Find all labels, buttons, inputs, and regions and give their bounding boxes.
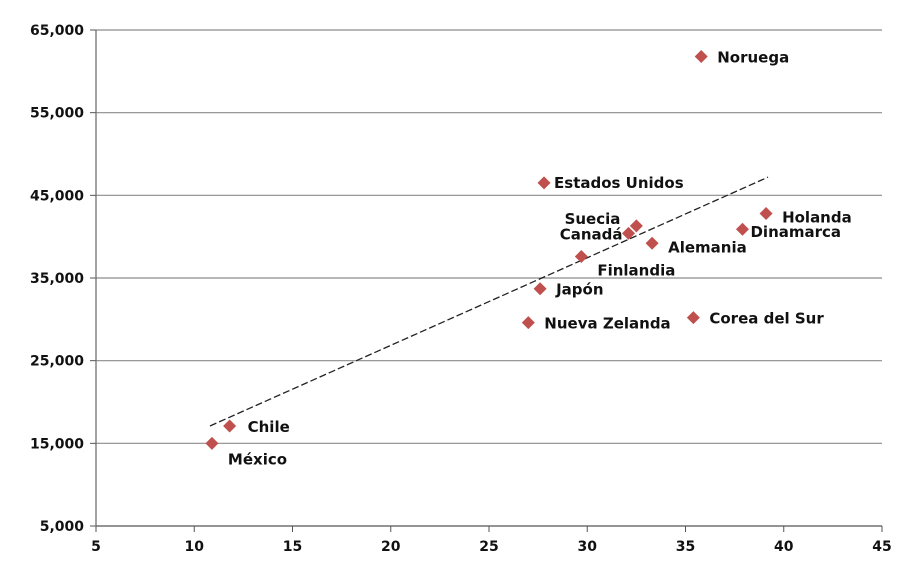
y-tick-label: 5,000 — [40, 519, 85, 535]
point-finlandia — [574, 250, 588, 264]
point-label-suecia: Suecia — [565, 210, 621, 228]
point-holanda — [759, 207, 773, 221]
x-tick-label: 35 — [676, 539, 695, 555]
point-label-canada: Canadá — [560, 225, 623, 243]
y-tick-label: 55,000 — [30, 106, 84, 122]
x-tick-label: 45 — [872, 539, 891, 555]
point-suecia — [629, 219, 643, 233]
y-tick-label: 45,000 — [30, 188, 84, 204]
y-tick-labels: 5,000 15,000 25,000 35,000 45,000 55,000 65,00… — [30, 23, 84, 535]
point-japon — [533, 282, 547, 296]
trendline — [209, 176, 769, 427]
x-tick-label: 15 — [283, 539, 302, 555]
point-label-japon: Japón — [555, 281, 603, 299]
x-tick-label: 20 — [381, 539, 401, 555]
point-label-alemania: Alemania — [668, 238, 747, 256]
x-tick-label: 30 — [578, 539, 598, 555]
axes — [90, 29, 883, 532]
point-dinamarca — [735, 222, 749, 236]
trendline-layer — [209, 176, 769, 427]
point-label-corea-del-sur: Corea del Sur — [709, 310, 824, 328]
point-alemania — [645, 236, 659, 250]
point-label-finlandia: Finlandia — [597, 262, 675, 280]
point-label-dinamarca: Dinamarca — [750, 223, 841, 241]
y-tick-label: 25,000 — [30, 354, 84, 370]
point-label-noruega: Noruega — [717, 48, 789, 66]
point-corea-del-sur — [686, 311, 700, 325]
point-label-chile: Chile — [248, 418, 290, 436]
point-noruega — [694, 49, 708, 63]
point-label-estados-unidos: Estados Unidos — [554, 174, 684, 192]
point-label-nueva-zelanda: Nueva Zelanda — [544, 315, 670, 333]
x-tick-label: 40 — [774, 539, 794, 555]
data-points — [205, 49, 773, 450]
point-mexico — [205, 436, 219, 450]
x-tick-label: 10 — [185, 539, 205, 555]
point-chile — [223, 419, 237, 433]
point-estados-unidos — [537, 176, 551, 190]
y-tick-label: 35,000 — [30, 271, 84, 287]
gridlines — [96, 29, 882, 527]
point-labels: Noruega Estados Unidos Holanda SueciaCanadá… — [228, 48, 852, 468]
point-canada — [622, 226, 636, 240]
point-label-mexico: México — [228, 450, 287, 468]
y-tick-label: 65,000 — [30, 23, 84, 39]
x-tick-label: 5 — [91, 539, 101, 555]
x-tick-labels: 5 10 15 20 25 30 35 40 45 — [91, 539, 892, 555]
point-label-holanda: Holanda — [782, 209, 852, 227]
y-tick-label: 15,000 — [30, 436, 84, 452]
x-tick-label: 25 — [479, 539, 498, 555]
point-nueva-zelanda — [521, 316, 535, 330]
